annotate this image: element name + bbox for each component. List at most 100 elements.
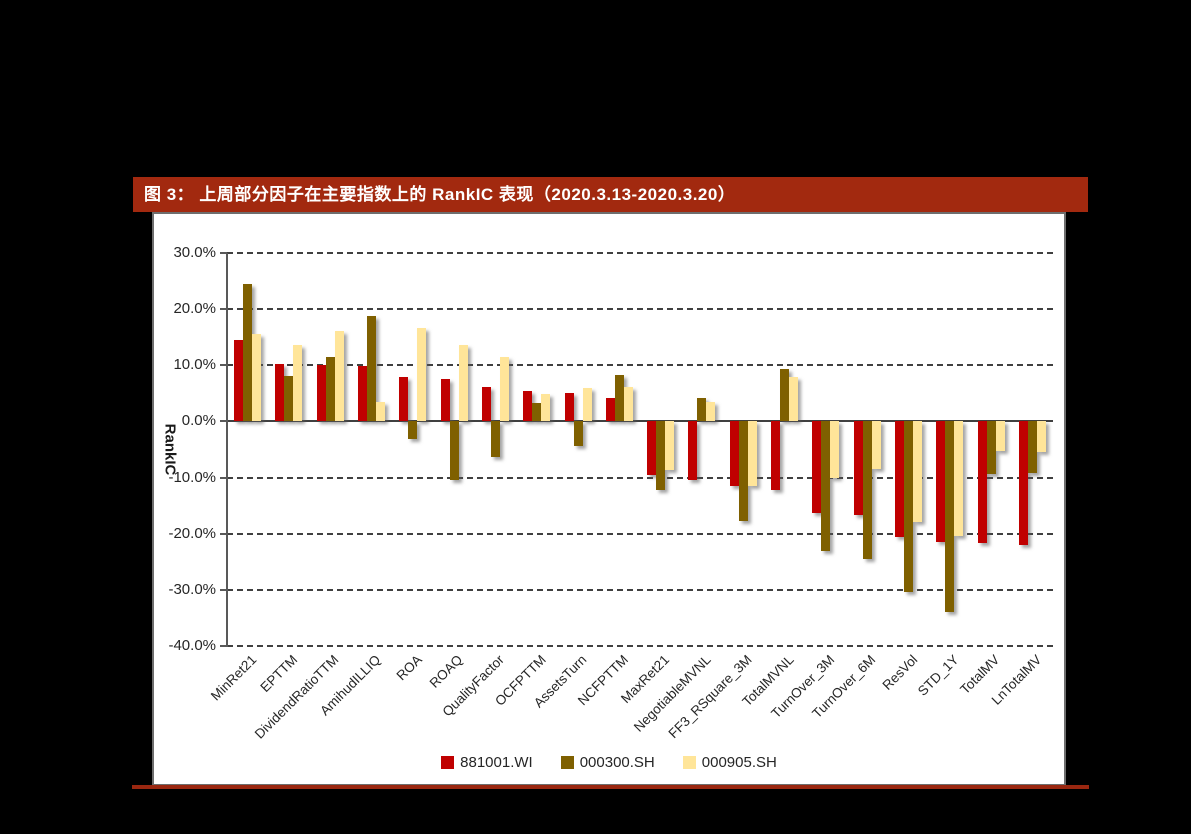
bar-881001.WI-ResVol xyxy=(894,421,904,538)
bar-000300.SH-QualityFactor xyxy=(490,421,500,457)
plot-area xyxy=(220,252,1053,647)
bar-881001.WI-MaxRet21 xyxy=(647,421,657,475)
bar-000905.SH-AmihudILLIQ xyxy=(376,401,386,422)
bar-000905.SH-QualityFactor xyxy=(499,356,509,422)
y-tick-mark xyxy=(220,420,227,423)
chart-panel: RankIC 30.0% 20.0% 10.0% 0.0% -10.0% -20.0% -3… xyxy=(152,212,1066,786)
bar-881001.WI-ROAQ xyxy=(440,378,450,422)
bar-000905.SH-FF3_RSquare_3M xyxy=(747,421,757,486)
legend-swatch xyxy=(441,756,455,769)
y-tick-label: -20.0% xyxy=(168,524,216,542)
bar-000300.SH-LnTotalMV xyxy=(1027,421,1037,474)
y-tick-mark xyxy=(220,588,227,591)
bar-881001.WI-LnTotalMV xyxy=(1018,421,1028,545)
x-axis-label: STD_1Y xyxy=(914,652,962,699)
bar-000300.SH-DividendRatioTTM xyxy=(325,357,335,422)
bottom-rule xyxy=(132,785,1089,789)
bar-881001.WI-NCFPTTM xyxy=(605,397,615,422)
y-tick-label: 20.0% xyxy=(173,300,216,318)
bar-000300.SH-TurnOver_3M xyxy=(821,421,831,551)
bar-000905.SH-STD_1Y xyxy=(954,421,964,536)
bar-000300.SH-OCFPTTM xyxy=(532,403,542,422)
bar-881001.WI-FF3_RSquare_3M xyxy=(729,421,739,486)
x-axis-label: ROA xyxy=(393,652,425,684)
y-tick-label: 10.0% xyxy=(173,356,216,374)
bar-000905.SH-NCFPTTM xyxy=(623,387,633,422)
bar-000905.SH-ROAQ xyxy=(458,345,468,422)
bar-881001.WI-TurnOver_3M xyxy=(812,421,822,514)
bar-881001.WI-MinRet21 xyxy=(234,340,244,422)
bar-881001.WI-DividendRatioTTM xyxy=(316,365,326,422)
zero-axis-line xyxy=(227,420,1053,423)
x-axis-label: ROAQ xyxy=(427,652,466,691)
bar-000905.SH-MinRet21 xyxy=(252,334,262,422)
y-tick-mark xyxy=(220,476,227,479)
gridline xyxy=(227,252,1053,254)
legend-swatch xyxy=(682,756,696,769)
bar-000300.SH-MinRet21 xyxy=(243,283,253,422)
bar-881001.WI-AmihudILLIQ xyxy=(358,365,368,422)
y-tick-label: 0.0% xyxy=(181,412,216,430)
bar-881001.WI-OCFPTTM xyxy=(523,390,533,422)
chart-legend: 881001.WI 000300.SH 000905.SH xyxy=(154,754,1064,771)
bar-000300.SH-MaxRet21 xyxy=(656,421,666,491)
y-tick-label: 30.0% xyxy=(173,244,216,261)
bar-000300.SH-TotalMVNL xyxy=(780,369,790,422)
bar-881001.WI-TurnOver_6M xyxy=(853,421,863,515)
gridline xyxy=(227,532,1053,535)
legend-swatch xyxy=(560,756,574,769)
bar-000300.SH-AmihudILLIQ xyxy=(367,315,377,422)
y-tick-mark xyxy=(220,252,227,254)
bar-881001.WI-STD_1Y xyxy=(936,421,946,542)
bar-000300.SH-TurnOver_6M xyxy=(862,421,872,559)
y-tick-mark xyxy=(220,364,227,367)
y-tick-mark xyxy=(220,532,227,535)
bar-000905.SH-TotalMV xyxy=(995,421,1005,451)
bar-000905.SH-TotalMVNL xyxy=(789,377,799,422)
y-tick-label: -10.0% xyxy=(168,468,216,486)
gridline xyxy=(227,588,1053,591)
bar-881001.WI-ROA xyxy=(399,376,409,422)
x-axis-label: ResVol xyxy=(879,652,921,693)
bar-881001.WI-NegotiableMVNL xyxy=(688,421,698,481)
bar-000905.SH-EPTTM xyxy=(293,344,303,422)
legend-label: 000300.SH xyxy=(579,754,655,771)
y-tick-mark xyxy=(220,308,227,311)
bar-000300.SH-NegotiableMVNL xyxy=(697,397,707,422)
bar-000300.SH-ROA xyxy=(408,421,418,440)
legend-label: 881001.WI xyxy=(460,754,533,771)
bar-881001.WI-EPTTM xyxy=(275,363,285,422)
legend-label: 000905.SH xyxy=(701,754,777,771)
bar-000905.SH-ROA xyxy=(417,327,427,422)
bar-000905.SH-AssetsTurn xyxy=(582,387,592,422)
y-axis-line xyxy=(226,253,228,647)
bar-000300.SH-STD_1Y xyxy=(945,421,955,612)
bar-000300.SH-ROAQ xyxy=(449,421,459,481)
bar-881001.WI-TotalMV xyxy=(977,421,987,544)
bar-000905.SH-LnTotalMV xyxy=(1036,421,1046,452)
bar-000300.SH-EPTTM xyxy=(284,375,294,422)
bar-000300.SH-NCFPTTM xyxy=(614,375,624,422)
gridline xyxy=(227,476,1053,479)
y-tick-mark xyxy=(220,645,227,647)
gridline xyxy=(227,364,1053,367)
bar-000905.SH-TurnOver_3M xyxy=(830,421,840,479)
bar-881001.WI-TotalMVNL xyxy=(771,421,781,490)
bar-000905.SH-ResVol xyxy=(912,421,922,522)
legend-item: 881001.WI xyxy=(441,754,533,771)
bar-000905.SH-DividendRatioTTM xyxy=(334,331,344,422)
bar-000300.SH-AssetsTurn xyxy=(573,421,583,446)
y-tick-label: -30.0% xyxy=(168,580,216,598)
bar-000905.SH-NegotiableMVNL xyxy=(706,401,716,422)
y-tick-label: -40.0% xyxy=(168,637,216,654)
bar-000300.SH-TotalMV xyxy=(986,421,996,475)
bar-881001.WI-AssetsTurn xyxy=(564,393,574,422)
figure-title: 图 3： 上周部分因子在主要指数上的 RankIC 表现（2020.3.13-2… xyxy=(144,185,736,204)
bar-000300.SH-ResVol xyxy=(903,421,913,592)
gridline xyxy=(227,645,1053,647)
gridline xyxy=(227,308,1053,311)
bar-000905.SH-OCFPTTM xyxy=(541,394,551,422)
legend-item: 000905.SH xyxy=(682,754,777,771)
bar-881001.WI-QualityFactor xyxy=(481,386,491,422)
